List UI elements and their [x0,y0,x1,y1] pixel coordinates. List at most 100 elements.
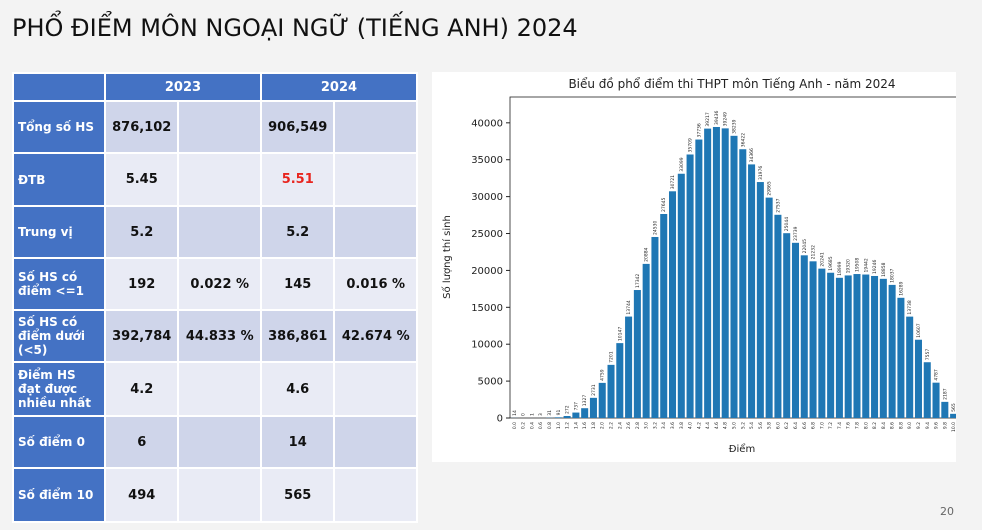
bar-label: 272 [565,405,571,414]
bar [730,135,738,418]
bar-label: 31 [547,410,553,416]
bar-label: 39249 [723,112,729,126]
bar [660,213,668,418]
cell: 0.022 % [177,257,262,311]
y-tick-label: 0 [497,414,503,425]
x-tick-label: 10.0 [951,422,956,432]
row-label: Số HS có điểm dưới (<5) [12,309,106,363]
x-tick-label: 8.2 [872,422,878,429]
bar [589,397,597,418]
cell [177,361,262,417]
bar-label: 19320 [846,259,852,273]
header-row: 2023 2024 [12,72,419,102]
cell: 44.833 % [177,309,262,363]
bar [721,128,729,418]
cell: 494 [103,467,180,523]
bar [809,261,817,418]
x-tick-label: 6.4 [793,422,799,429]
header-cell: 2023 [104,72,262,102]
x-tick-label: 2.0 [600,422,606,429]
bar [765,197,773,418]
bar-label: 33099 [679,157,685,171]
row-label: Số điểm 10 [12,467,106,523]
row-label: ĐTB [12,152,106,207]
y-tick-label: 10000 [471,340,503,351]
bar [906,316,914,418]
cell: 5.2 [103,205,180,259]
x-tick-label: 9.2 [916,422,922,429]
cell [333,415,418,469]
bar-label: 3 [538,413,544,416]
x-tick-label: 4.8 [723,422,729,429]
bar-label: 27537 [775,198,781,212]
x-tick-label: 0.6 [538,422,544,429]
bar-label: 1 [529,413,535,416]
x-tick-label: 5.8 [767,422,773,429]
bar-label: 31976 [758,166,764,180]
chart: Biểu đồ phổ điểm thi THPT môn Tiếng Anh … [432,72,956,462]
page-number: 20 [940,505,954,518]
y-tick-label: 15000 [471,303,503,314]
bar [871,275,879,418]
bar-label: 38239 [732,119,738,133]
bar [791,242,800,418]
bar-label: 13744 [626,300,632,314]
bar [581,408,589,418]
x-tick-label: 5.0 [732,422,738,429]
bar-label: 18999 [837,261,843,275]
y-tick-label: 5000 [478,377,503,388]
bar-label: 2187 [942,388,948,400]
x-tick-label: 6.8 [811,422,817,429]
bar [695,139,703,418]
table-row: Tổng số HS 876,102 906,549 [12,100,418,154]
x-tick-label: 3.4 [661,422,667,429]
cell [177,205,262,259]
x-tick-label: 7.2 [828,422,834,429]
bar [800,255,808,418]
table-row: Trung vị 5.2 5.2 [12,205,418,259]
bar-label: 565 [951,403,956,412]
bar [827,272,835,418]
bar-label: 737 [573,402,579,411]
bar-label: 22045 [802,239,808,253]
slide-title: PHỔ ĐIỂM MÔN NGOẠI NGỮ (TIẾNG ANH) 2024 [12,14,578,42]
bar-label: 39436 [714,111,720,125]
cell: 5.51 [259,152,336,207]
x-tick-label: 7.0 [819,422,825,429]
chart-title: Biểu đồ phổ điểm thi THPT môn Tiếng Anh … [568,77,895,91]
bar [651,236,659,418]
x-tick-label: 5.6 [758,422,764,429]
bar-label: 36422 [740,133,746,147]
y-axis-label: Số lượng thí sinh [441,215,453,299]
x-tick-label: 1.4 [573,422,579,429]
x-tick-label: 2.6 [626,422,632,429]
bar [625,316,633,418]
x-tick-label: 9.8 [942,422,948,429]
bar-label: 2731 [591,384,597,396]
cell: 6 [103,415,180,469]
x-tick-label: 0.0 [512,422,518,429]
x-tick-label: 2.4 [617,422,623,429]
bar [835,277,843,418]
y-tick-label: 35000 [471,155,503,166]
bar [668,191,677,418]
x-tick-label: 4.6 [714,422,720,429]
stats-table: 2023 2024 Tổng số HS 876,102 906,549 ĐTB 5.45 5… [12,72,419,523]
cell: 192 [103,257,180,311]
cell: 5.2 [259,205,336,259]
y-tick-label: 20000 [471,266,503,277]
bar [897,297,905,418]
bar-label: 17342 [635,274,641,288]
cell: 5.45 [103,152,180,207]
cell: 145 [259,257,336,311]
table-row: ĐTB 5.45 5.51 [12,152,418,207]
bar-label: 91 [556,409,562,415]
table-row: Số HS có điểm dưới (<5) 392,784 44.833 % 38… [12,309,418,363]
bar-label: 4759 [600,369,606,381]
bar [572,412,580,418]
bar [888,284,896,418]
y-tick-label: 30000 [471,192,503,203]
bar [941,401,949,418]
bar-label: 21232 [811,245,817,259]
bar [616,343,624,418]
